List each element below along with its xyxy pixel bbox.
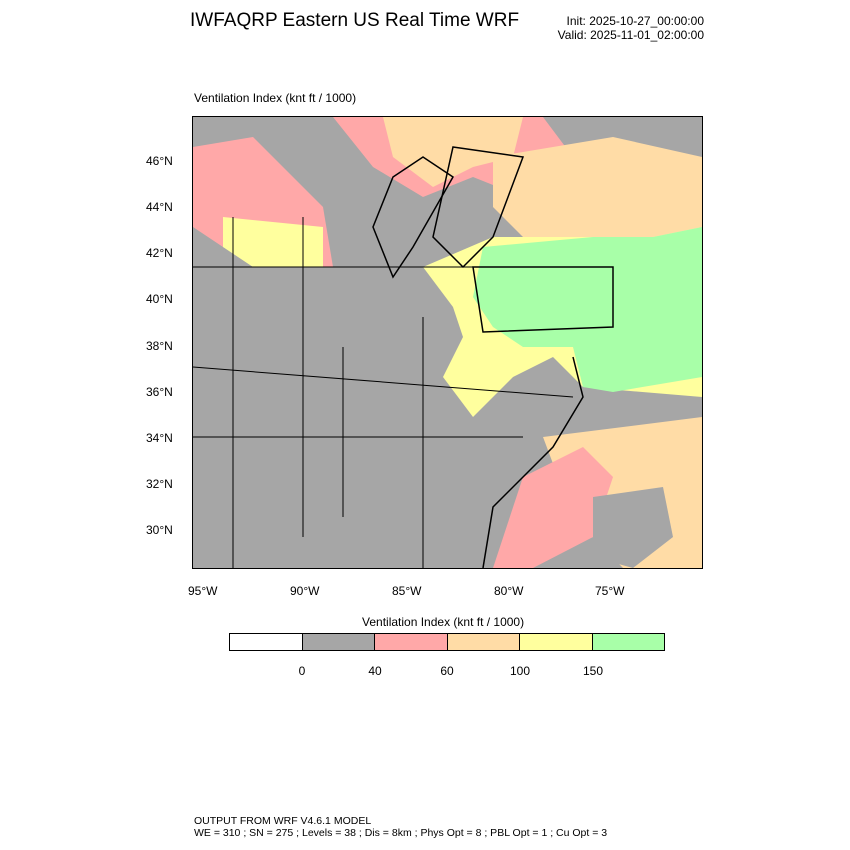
lat-label: 30°N — [146, 523, 173, 537]
lat-label: 38°N — [146, 339, 173, 353]
legend-swatch — [230, 634, 303, 650]
ventilation-index-map — [192, 116, 703, 569]
init-time: Init: 2025-10-27_00:00:00 — [566, 14, 704, 28]
model-info: OUTPUT FROM WRF V4.6.1 MODEL — [194, 815, 372, 827]
lat-label: 40°N — [146, 292, 173, 306]
legend-swatch — [520, 634, 593, 650]
legend-label: 100 — [509, 664, 531, 678]
lat-label: 44°N — [146, 200, 173, 214]
lon-label: 80°W — [494, 584, 524, 598]
color-legend — [229, 633, 665, 651]
legend-label: 40 — [368, 664, 382, 678]
lon-label: 75°W — [595, 584, 625, 598]
lat-label: 42°N — [146, 246, 173, 260]
legend-title: Ventilation Index (knt ft / 1000) — [362, 615, 525, 629]
lon-label: 95°W — [188, 584, 218, 598]
legend-swatch — [592, 634, 664, 650]
lon-label: 90°W — [290, 584, 320, 598]
legend-label: 60 — [440, 664, 454, 678]
legend-swatch — [447, 634, 520, 650]
lat-label: 32°N — [146, 477, 173, 491]
model-config: WE = 310 ; SN = 275 ; Levels = 38 ; Dis … — [194, 827, 608, 839]
lat-label: 46°N — [146, 154, 173, 168]
lat-label: 34°N — [146, 431, 173, 445]
plot-title: IWFAQRP Eastern US Real Time WRF — [190, 10, 520, 31]
valid-time: Valid: 2025-11-01_02:00:00 — [557, 28, 704, 42]
lon-label: 85°W — [392, 584, 422, 598]
lat-label: 36°N — [146, 385, 173, 399]
legend-swatch — [375, 634, 448, 650]
legend-label: 150 — [582, 664, 604, 678]
legend-label: 0 — [298, 664, 306, 678]
field-subtitle: Ventilation Index (knt ft / 1000) — [194, 91, 357, 105]
legend-swatch — [302, 634, 375, 650]
